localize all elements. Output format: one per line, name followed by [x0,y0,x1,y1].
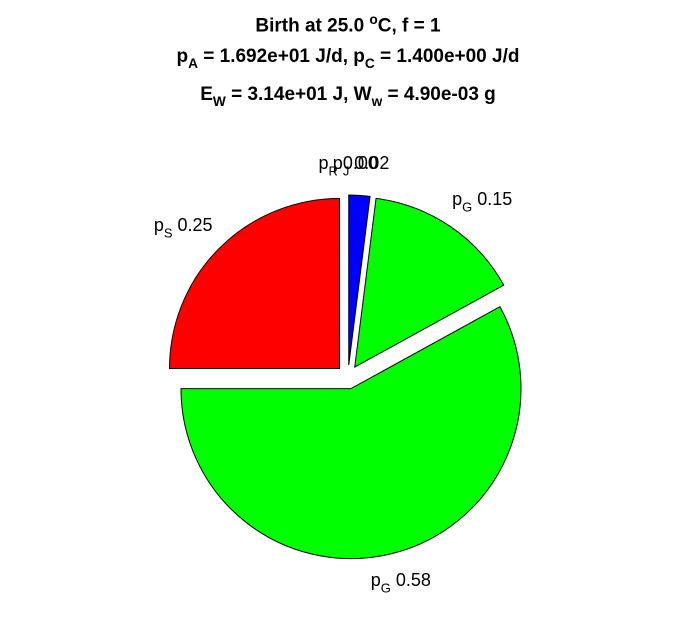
slice-label-0: pJ 0.02 [333,153,390,178]
slice-label-symbol: p [452,189,463,210]
slice-label-4: pR 0.00 [319,153,378,178]
slice-label-2: pG 0.58 [371,570,431,595]
title-subscript: A [188,56,198,72]
slice-label-subscript: J [342,163,350,179]
slice-label-value: 0.25 [172,214,213,235]
title-subscript: w [371,94,383,110]
pie-slice-2 [180,306,522,560]
slice-label-1: pG 0.15 [452,189,512,214]
title-text: E [200,84,213,105]
title-subscript: C [364,56,375,72]
slice-label-symbol: p [318,152,329,173]
slice-label-value: 0.58 [390,569,431,590]
chart-title-line-2: pA = 1.692e+01 J/d, pC = 1.400e+00 J/d [0,46,696,71]
slice-label-subscript: G [462,199,473,215]
chart-title-line-1: Birth at 25.0 oC, f = 1 [0,12,696,38]
slice-label-subscript: S [163,225,173,241]
title-text: = 3.14e+01 J, W [225,84,372,105]
chart-title-line-3: EW = 3.14e+01 J, Ww = 4.90e-03 g [0,84,696,109]
degree-symbol: o [369,12,378,27]
slice-label-symbol: p [153,214,164,235]
pie-slice-3 [169,198,341,370]
pie-slice-0 [348,194,371,366]
title-text: = 4.90e-03 g [382,84,496,105]
title-subscript: W [212,94,226,110]
slice-label-symbol: p [370,569,381,590]
slice-label-symbol: p [332,152,343,173]
title-text: p [176,46,189,67]
title-text: Birth at 25.0 [255,15,370,37]
title-text: = 1.692e+01 J/d, p [197,46,365,67]
slice-label-value: 0.15 [472,189,513,210]
slice-label-3: pS 0.25 [154,215,213,240]
slice-label-value: 0.00 [337,152,378,173]
title-text: C, f = 1 [377,15,441,37]
slice-label-subscript: R [328,162,338,178]
slice-label-value: 0.02 [349,152,390,173]
pie-slice-1 [354,197,505,368]
title-text: = 1.400e+00 J/d [374,46,520,67]
slice-label-subscript: G [380,580,391,596]
